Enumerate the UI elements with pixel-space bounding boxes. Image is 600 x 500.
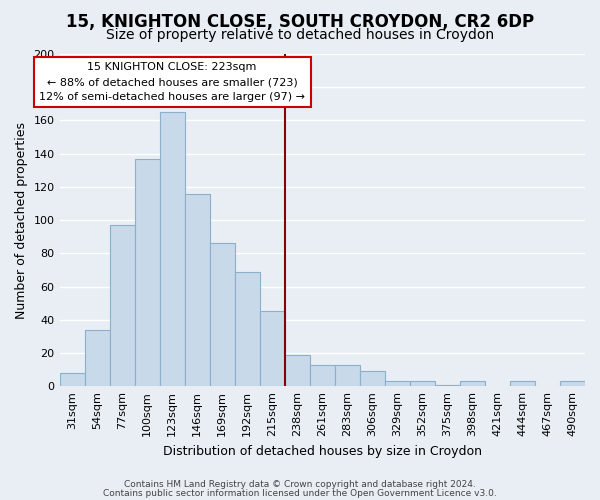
Text: Size of property relative to detached houses in Croydon: Size of property relative to detached ho… [106, 28, 494, 42]
Bar [209, 244, 235, 386]
Bar [85, 330, 110, 386]
Bar [385, 381, 410, 386]
Bar [134, 158, 160, 386]
Bar [59, 373, 85, 386]
Y-axis label: Number of detached properties: Number of detached properties [15, 122, 28, 318]
Bar [260, 312, 285, 386]
Text: 15 KNIGHTON CLOSE: 223sqm
← 88% of detached houses are smaller (723)
12% of semi: 15 KNIGHTON CLOSE: 223sqm ← 88% of detac… [39, 62, 305, 102]
Bar [235, 272, 260, 386]
Bar [410, 381, 435, 386]
Bar [560, 381, 585, 386]
Bar [310, 364, 335, 386]
Text: 15, KNIGHTON CLOSE, SOUTH CROYDON, CR2 6DP: 15, KNIGHTON CLOSE, SOUTH CROYDON, CR2 6… [66, 12, 534, 30]
Bar [435, 384, 460, 386]
Bar [185, 194, 209, 386]
Bar [510, 381, 535, 386]
Bar [160, 112, 185, 386]
Bar [110, 225, 134, 386]
Bar [360, 371, 385, 386]
X-axis label: Distribution of detached houses by size in Croydon: Distribution of detached houses by size … [163, 444, 482, 458]
Bar [460, 381, 485, 386]
Text: Contains public sector information licensed under the Open Government Licence v3: Contains public sector information licen… [103, 489, 497, 498]
Text: Contains HM Land Registry data © Crown copyright and database right 2024.: Contains HM Land Registry data © Crown c… [124, 480, 476, 489]
Bar [335, 364, 360, 386]
Bar [285, 354, 310, 386]
